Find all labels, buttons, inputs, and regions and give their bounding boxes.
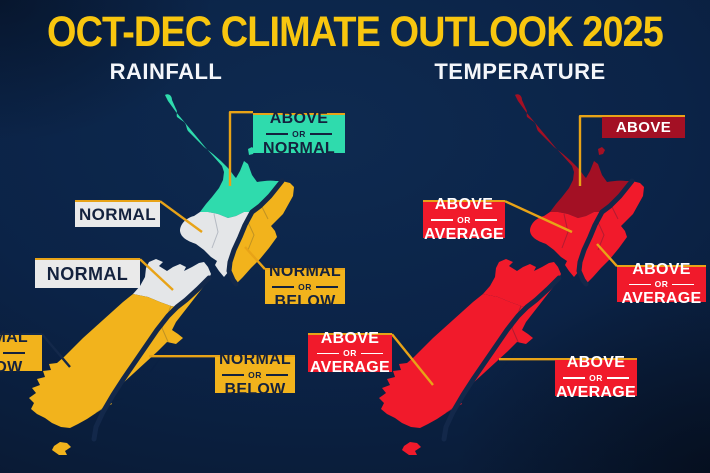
temperature-label-above-or-average-east-si: ABOVE OR AVERAGE [555,354,637,400]
rainfall-label-normal-north-island: NORMAL [75,200,160,227]
rainfall-label-normal-south-island: NORMAL [35,258,140,288]
label-or-divider: OR [563,374,629,383]
leader-normal-ni [159,200,203,233]
leader-above-or-average-east-ni [596,243,618,268]
label-line2: AVERAGE [621,290,702,308]
label-line2: AVERAGE [309,359,391,377]
label-or-divider: OR [272,283,338,292]
temperature-label-above-or-average-ni: ABOVE OR AVERAGE [423,196,505,242]
rainfall-label-normal-or-below-west: NORMAL OR BELOW [0,329,42,375]
label-line2: BELOW [0,358,23,376]
rainfall-label-normal-or-below-east-si: NORMAL OR BELOW [215,351,295,397]
label-line1: ABOVE [434,196,494,214]
label-line1: NORMAL [46,264,129,284]
label-line1: ABOVE [566,354,626,372]
label-or-divider: OR [266,130,332,139]
leader-above-or-average-west-si [391,333,434,386]
label-or-divider: OR [0,349,25,358]
label-line1: NORMAL [79,205,156,224]
label-line1: ABOVE [615,119,672,136]
leader-above [578,115,602,186]
label-line2: AVERAGE [555,383,637,401]
label-line1: NORMAL [268,263,341,281]
leader-normal-or-below-west-si [41,333,71,368]
label-or-divider: OR [317,349,383,358]
label-or-divider: OR [222,371,288,380]
rainfall-heading: RAINFALL [109,59,223,84]
label-or-divider: OR [431,216,497,225]
temperature-offshore-island [598,147,605,155]
leader-normal-si [139,258,174,291]
rainfall-label-normal-or-below-east-ni: NORMAL OR BELOW [265,264,345,309]
temperature-map [379,94,644,455]
temperature-heading: TEMPERATURE [434,59,606,84]
label-line1: ABOVE [320,329,380,347]
label-line2: AVERAGE [423,225,505,243]
temperature-stewart-island [402,442,421,455]
label-line1: NORMAL [0,329,28,347]
label-line1: ABOVE [632,260,691,278]
page-title: OCT-DEC CLIMATE OUTLOOK 2025 [47,8,664,56]
label-or-divider: OR [628,280,695,289]
label-line1: ABOVE [269,110,329,128]
leader-normal-or-below-east-ni [244,246,266,271]
leader-lines [41,111,618,386]
leader-above-or-average-ni [504,200,573,234]
leader-above-or-normal [228,111,253,186]
label-line2: NORMAL [262,139,335,157]
temperature-label-above: ABOVE [602,115,685,138]
label-line1: NORMAL [218,351,291,369]
temperature-label-above-or-average-east-ni: ABOVE OR AVERAGE [617,260,706,307]
rainfall-stewart-island [52,442,71,455]
label-line2: BELOW [274,292,336,310]
temperature-label-above-or-average-west-si: ABOVE OR AVERAGE [308,329,392,376]
rainfall-label-above-or-normal: ABOVE OR NORMAL [253,110,345,156]
label-line2: BELOW [224,380,286,398]
